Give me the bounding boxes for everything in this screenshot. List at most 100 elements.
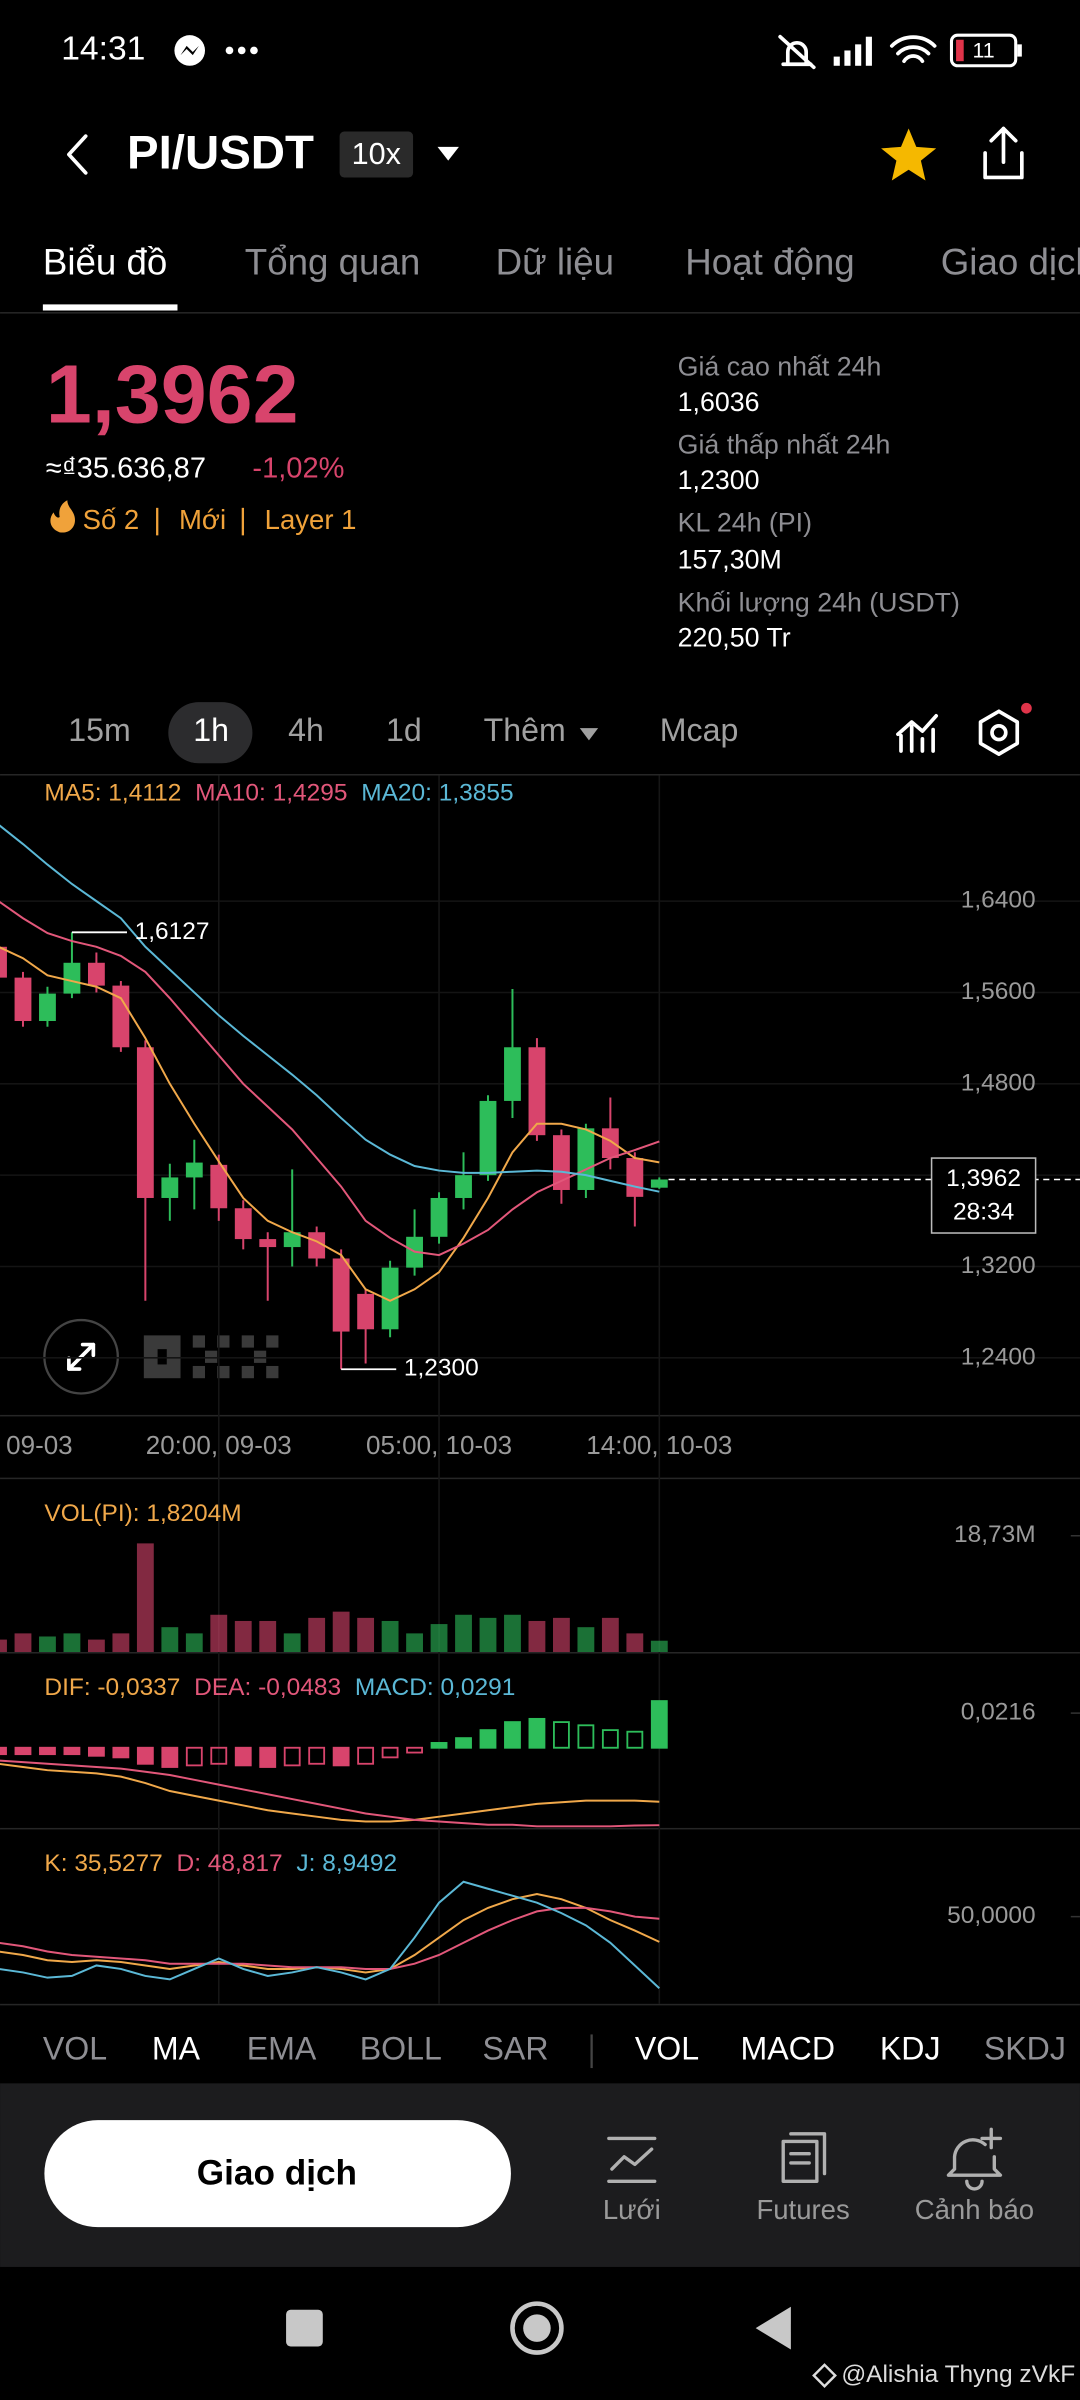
candle-body xyxy=(381,1267,399,1330)
hot-icon xyxy=(50,500,75,533)
timeframe[interactable]: 4h xyxy=(288,712,324,748)
tag: Số 2 xyxy=(83,504,140,535)
macd-bar xyxy=(161,1746,179,1768)
more-caret xyxy=(579,728,599,741)
candle-body xyxy=(0,946,7,978)
recents-button[interactable] xyxy=(286,2309,323,2347)
indicator-tab[interactable]: BOLL xyxy=(360,2031,442,2067)
tab[interactable]: Tổng quan xyxy=(245,241,421,282)
indicator-button[interactable] xyxy=(896,714,939,753)
legend-entry: DEA: -0,0483 xyxy=(194,1674,341,1701)
indicator-tab[interactable]: KDJ xyxy=(880,2031,941,2067)
tab[interactable]: Hoạt động xyxy=(685,241,854,282)
macd-bar xyxy=(210,1746,228,1765)
fullscreen-button[interactable] xyxy=(43,1318,119,1395)
battery-level xyxy=(956,39,964,62)
indicator-separator xyxy=(590,2034,593,2069)
candle-body xyxy=(528,1047,546,1136)
last-price: 1,3962 xyxy=(46,348,299,441)
watermark: @Alishia Thyng zVkF xyxy=(841,2361,1075,2388)
divider xyxy=(0,1652,1080,1654)
volume-bar xyxy=(87,1639,105,1653)
trade-button[interactable] xyxy=(44,2120,511,2228)
volume-bar xyxy=(553,1617,570,1653)
tag-separator xyxy=(241,507,245,536)
more-dots xyxy=(225,46,258,55)
back-button[interactable] xyxy=(67,134,88,175)
volume-bar xyxy=(308,1617,326,1653)
home-button[interactable] xyxy=(510,2301,564,2355)
volume-bar xyxy=(479,1617,497,1653)
legend-entry: MA20: 1,3855 xyxy=(361,779,513,806)
indicator-tab[interactable]: EMA xyxy=(247,2031,317,2067)
indicator-tab[interactable]: MACD xyxy=(741,2031,836,2067)
x-tick-label: 20:00, 09-03 xyxy=(146,1430,292,1460)
macd-bar xyxy=(504,1721,521,1749)
active-tab-indicator xyxy=(42,304,178,311)
timeframe[interactable]: Thêm xyxy=(484,712,566,748)
max-label: 1,6127 xyxy=(135,918,210,945)
indicator-tab[interactable]: VOL xyxy=(635,2031,699,2067)
favorite-star[interactable] xyxy=(881,128,937,181)
settings-button[interactable] xyxy=(978,709,1020,756)
indicator-line xyxy=(0,1880,660,1989)
signal-icon xyxy=(833,36,872,66)
nav-item[interactable]: Lưới xyxy=(603,2194,661,2225)
y-tick-label: 50,0000 xyxy=(947,1902,1035,1929)
macd-bar xyxy=(0,1746,7,1756)
share-button[interactable] xyxy=(983,126,1024,180)
macd-bar xyxy=(136,1746,154,1765)
macd-bar xyxy=(308,1746,326,1765)
watermark-icon xyxy=(812,2363,837,2388)
volume-bar xyxy=(0,1639,7,1653)
min-label: 1,2300 xyxy=(404,1355,479,1382)
stat-label: Giá thấp nhất 24h xyxy=(678,430,891,460)
timeframe[interactable]: Mcap xyxy=(660,712,739,748)
last-price-label: 1,3962 xyxy=(946,1165,1021,1192)
tag-separator xyxy=(156,507,159,536)
candle-body xyxy=(39,993,56,1022)
nav-item[interactable]: Futures xyxy=(756,2194,849,2225)
y-tick-label: 1,2400 xyxy=(961,1343,1036,1370)
legend-entry: MA10: 1,4295 xyxy=(195,779,347,806)
candle-body xyxy=(234,1208,252,1240)
candle-body xyxy=(479,1100,497,1176)
settings-center xyxy=(990,723,1008,742)
timeframe[interactable]: 1d xyxy=(386,712,422,748)
pair-dropdown[interactable] xyxy=(437,146,459,161)
candle-body xyxy=(650,1179,668,1188)
indicator-tab[interactable]: MA xyxy=(152,2031,201,2067)
indicator-tab[interactable]: SKDJ xyxy=(984,2031,1066,2067)
battery-text: 11 xyxy=(972,39,994,63)
timeframe[interactable]: 1h xyxy=(193,712,229,748)
y-tick-label: 1,6400 xyxy=(961,887,1036,914)
battery-tip xyxy=(1017,44,1022,57)
home-dot xyxy=(523,2314,551,2342)
timeframe[interactable]: 15m xyxy=(68,712,130,748)
volume-bar xyxy=(136,1543,154,1653)
indicator-tab[interactable]: SAR xyxy=(483,2031,549,2067)
volume-bar xyxy=(259,1620,277,1653)
legend-entry: MACD: 0,0291 xyxy=(355,1674,515,1701)
tab[interactable]: Biểu đồ xyxy=(43,241,167,282)
macd-bar xyxy=(601,1729,619,1749)
system-back-button[interactable] xyxy=(755,2306,791,2350)
indicator-line xyxy=(0,900,660,1257)
indicator-tab[interactable]: VOL xyxy=(43,2031,107,2067)
tab[interactable]: Giao dịch xyxy=(941,241,1080,282)
candle-body xyxy=(185,1162,203,1178)
divider xyxy=(0,1827,1080,1830)
y-tick-label: 1,3200 xyxy=(961,1252,1036,1279)
candle-body xyxy=(210,1164,228,1209)
stat-value: 157,30M xyxy=(678,544,782,574)
stat-value: 1,6036 xyxy=(678,387,760,417)
legend-entry: D: 48,817 xyxy=(177,1850,283,1877)
tab[interactable]: Dữ liệu xyxy=(496,241,614,282)
nav-item[interactable]: Cảnh báo xyxy=(915,2194,1034,2225)
status-time: 14:31 xyxy=(61,30,145,67)
indicator-line xyxy=(0,824,660,1193)
indicator-line xyxy=(0,1762,660,1823)
divider xyxy=(0,2003,1080,2006)
